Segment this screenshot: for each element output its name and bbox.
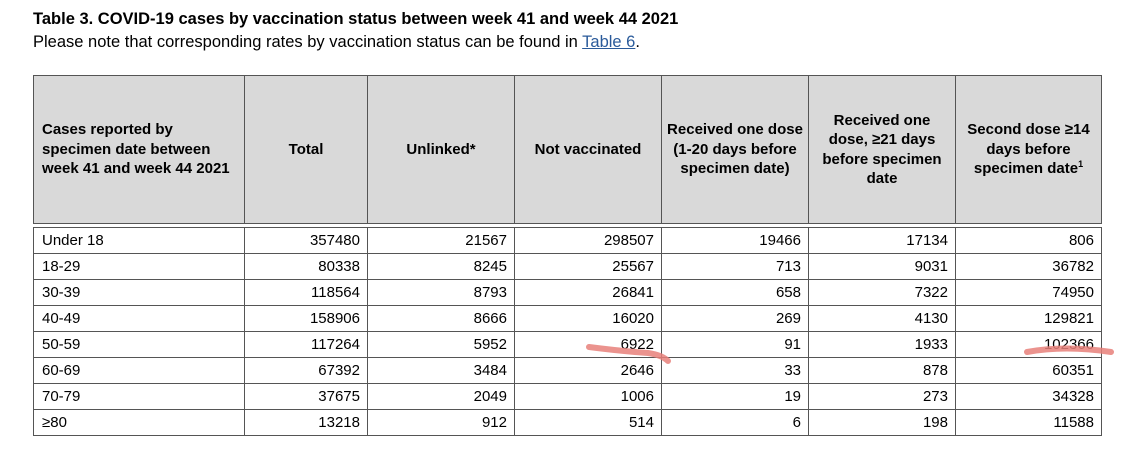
one-dose-1-20-cell: 19 <box>661 383 809 410</box>
table-6-link[interactable]: Table 6 <box>582 33 636 51</box>
table-row: ≥80 13218 912 514 6 198 11588 <box>33 409 1102 436</box>
second-dose-cell: 129821 <box>955 305 1102 332</box>
table-row: 30-39 118564 8793 26841 658 7322 74950 <box>33 279 1102 306</box>
table-row: 18-29 80338 8245 25567 713 9031 36782 <box>33 253 1102 280</box>
one-dose-21-cell: 878 <box>808 357 956 384</box>
note-text: Please note that corresponding rates by … <box>33 33 583 51</box>
header-second-dose-label: Second dose ≥14 days before specimen dat… <box>967 121 1090 178</box>
table-body: Under 18 357480 21567 298507 19466 17134 806 18… <box>33 227 1102 436</box>
one-dose-21-cell: 198 <box>808 409 956 436</box>
table-row: 40-49 158906 8666 16020 269 4130 129821 <box>33 305 1102 332</box>
not-vaccinated-cell: 298507 <box>514 227 662 254</box>
unlinked-cell: 5952 <box>367 331 515 358</box>
age-cell: 30-39 <box>33 279 245 306</box>
second-dose-cell: 74950 <box>955 279 1102 306</box>
one-dose-1-20-cell: 713 <box>661 253 809 280</box>
one-dose-1-20-cell: 658 <box>661 279 809 306</box>
table-row: Under 18 357480 21567 298507 19466 17134 806 <box>33 227 1102 254</box>
one-dose-1-20-cell: 91 <box>661 331 809 358</box>
one-dose-21-cell: 7322 <box>808 279 956 306</box>
age-cell: 70-79 <box>33 383 245 410</box>
unlinked-cell: 8793 <box>367 279 515 306</box>
header-age-group: Cases reported by specimen date between … <box>33 75 245 224</box>
one-dose-1-20-cell: 269 <box>661 305 809 332</box>
unlinked-cell: 3484 <box>367 357 515 384</box>
table-note: Please note that corresponding rates by … <box>33 33 640 52</box>
footnote-marker: 1 <box>1078 159 1084 170</box>
second-dose-cell: 806 <box>955 227 1102 254</box>
one-dose-21-cell: 9031 <box>808 253 956 280</box>
age-cell: ≥80 <box>33 409 245 436</box>
total-cell: 37675 <box>244 383 368 410</box>
one-dose-21-cell: 4130 <box>808 305 956 332</box>
not-vaccinated-cell: 6922 <box>514 331 662 358</box>
total-cell: 158906 <box>244 305 368 332</box>
second-dose-cell: 102366 <box>955 331 1102 358</box>
not-vaccinated-cell: 16020 <box>514 305 662 332</box>
total-cell: 118564 <box>244 279 368 306</box>
note-period: . <box>635 33 640 51</box>
age-cell: 40-49 <box>33 305 245 332</box>
one-dose-1-20-cell: 19466 <box>661 227 809 254</box>
unlinked-cell: 2049 <box>367 383 515 410</box>
total-cell: 117264 <box>244 331 368 358</box>
second-dose-cell: 36782 <box>955 253 1102 280</box>
unlinked-cell: 21567 <box>367 227 515 254</box>
table-row: 60-69 67392 3484 2646 33 878 60351 <box>33 357 1102 384</box>
unlinked-cell: 912 <box>367 409 515 436</box>
total-cell: 80338 <box>244 253 368 280</box>
table-row: 50-59 117264 5952 6922 91 1933 102366 <box>33 331 1102 358</box>
header-one-dose-21-days: Received one dose, ≥21 days before speci… <box>808 75 956 224</box>
age-cell: 60-69 <box>33 357 245 384</box>
total-cell: 357480 <box>244 227 368 254</box>
age-cell: 18-29 <box>33 253 245 280</box>
table-title: Table 3. COVID-19 cases by vaccination s… <box>33 10 679 28</box>
one-dose-1-20-cell: 33 <box>661 357 809 384</box>
not-vaccinated-cell: 26841 <box>514 279 662 306</box>
unlinked-cell: 8666 <box>367 305 515 332</box>
header-unlinked: Unlinked* <box>367 75 515 224</box>
header-total: Total <box>244 75 368 224</box>
not-vaccinated-cell: 25567 <box>514 253 662 280</box>
header-row: Cases reported by specimen date between … <box>33 75 1102 224</box>
unlinked-cell: 8245 <box>367 253 515 280</box>
age-cell: 50-59 <box>33 331 245 358</box>
vaccination-cases-table: Cases reported by specimen date between … <box>33 75 1102 436</box>
one-dose-21-cell: 273 <box>808 383 956 410</box>
table-row: 70-79 37675 2049 1006 19 273 34328 <box>33 383 1102 410</box>
one-dose-21-cell: 1933 <box>808 331 956 358</box>
age-cell: Under 18 <box>33 227 245 254</box>
one-dose-1-20-cell: 6 <box>661 409 809 436</box>
header-one-dose-1-20-days: Received one dose (1-20 days before spec… <box>661 75 809 224</box>
total-cell: 13218 <box>244 409 368 436</box>
not-vaccinated-cell: 2646 <box>514 357 662 384</box>
header-not-vaccinated: Not vaccinated <box>514 75 662 224</box>
not-vaccinated-cell: 1006 <box>514 383 662 410</box>
header-second-dose: Second dose ≥14 days before specimen dat… <box>955 75 1102 224</box>
total-cell: 67392 <box>244 357 368 384</box>
not-vaccinated-cell: 514 <box>514 409 662 436</box>
one-dose-21-cell: 17134 <box>808 227 956 254</box>
second-dose-cell: 11588 <box>955 409 1102 436</box>
second-dose-cell: 34328 <box>955 383 1102 410</box>
second-dose-cell: 60351 <box>955 357 1102 384</box>
